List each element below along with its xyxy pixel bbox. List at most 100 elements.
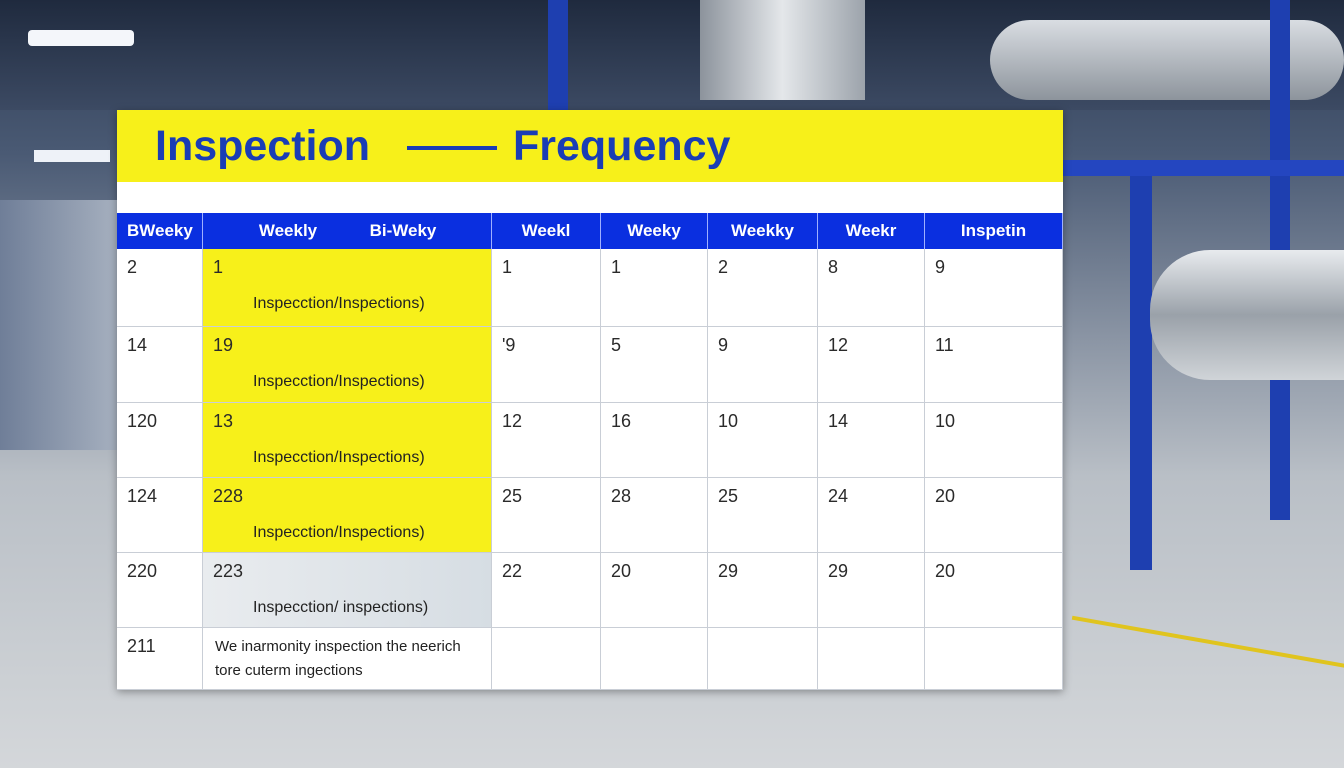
- value-cell: 11: [925, 327, 1063, 403]
- cell-value: 5: [611, 335, 622, 355]
- column-header: Weekl: [492, 213, 601, 249]
- cell-value: 25: [502, 486, 523, 506]
- value-cell: 9: [708, 327, 818, 403]
- cell-value: 11: [935, 335, 954, 355]
- value-cell: [925, 628, 1063, 690]
- value-cell: 20: [925, 553, 1063, 628]
- value-cell: 12: [492, 403, 601, 478]
- row-label: 2: [127, 257, 138, 277]
- row-cell: 14: [117, 327, 203, 403]
- value-cell: 1: [492, 249, 601, 327]
- row-cell: 220: [117, 553, 203, 628]
- main-cell: We inarmonity inspection the neerich tore…: [203, 628, 492, 690]
- column-header-group: Weekly Bi-Weky: [203, 213, 492, 249]
- cell-note: We inarmonity inspection the neerich: [215, 638, 461, 655]
- value-cell: 22: [492, 553, 601, 628]
- value-cell: [601, 628, 708, 690]
- cell-value: 20: [935, 486, 956, 506]
- row-cell: 120: [117, 403, 203, 478]
- beam: [548, 0, 568, 110]
- column-header: Bi-Weky: [369, 221, 437, 240]
- main-cell: 13 Inspecction/Inspections): [203, 403, 492, 478]
- main-count: 19: [213, 335, 234, 355]
- main-cell: 228 Inspecction/Inspections): [203, 478, 492, 553]
- cell-value: 10: [935, 411, 956, 431]
- cell-value: 12: [502, 411, 523, 431]
- pipe: [990, 20, 1344, 100]
- column-header: BWeeky: [117, 213, 203, 249]
- cell-value: '9: [502, 335, 516, 355]
- value-cell: 2: [708, 249, 818, 327]
- column-header: Weekly: [258, 221, 318, 240]
- row-cell: 2: [117, 249, 203, 327]
- column-header: Weekky: [708, 213, 818, 249]
- value-cell: 10: [708, 403, 818, 478]
- row-label: 120: [127, 411, 158, 431]
- row-label: 220: [127, 561, 158, 581]
- value-cell: '9: [492, 327, 601, 403]
- value-cell: 5: [601, 327, 708, 403]
- value-cell: [708, 628, 818, 690]
- cell-value: 29: [828, 561, 849, 581]
- cell-value: 10: [718, 411, 739, 431]
- beam: [1130, 170, 1152, 570]
- value-cell: 12: [818, 327, 925, 403]
- schedule-panel: Inspection Frequency BWeeky Weekly Bi-Weky…: [117, 110, 1063, 690]
- row-label: 124: [127, 486, 158, 506]
- main-count: 228: [213, 486, 244, 506]
- title-bar: Inspection Frequency: [117, 110, 1063, 182]
- row-label: 211: [127, 636, 156, 656]
- row-label: 14: [127, 335, 148, 355]
- tank: [1150, 250, 1344, 380]
- cell-note: Inspecction/Inspections): [253, 524, 425, 541]
- value-cell: [818, 628, 925, 690]
- beam: [1063, 160, 1344, 176]
- row-cell: 211: [117, 628, 203, 690]
- cell-value: 2: [718, 257, 729, 277]
- cell-note: Inspecction/Inspections): [253, 449, 425, 466]
- cell-note: Inspecction/Inspections): [253, 295, 425, 312]
- value-cell: 29: [708, 553, 818, 628]
- pipe: [700, 0, 865, 100]
- column-header: Inspetin: [925, 213, 1063, 249]
- cell-value: 12: [828, 335, 849, 355]
- cell-note: tore cuterm ingections: [215, 662, 363, 679]
- floor-line: [1071, 615, 1344, 669]
- cell-value: 1: [502, 257, 513, 277]
- light: [28, 30, 134, 46]
- cell-value: 28: [611, 486, 632, 506]
- cell-value: 9: [935, 257, 946, 277]
- column-header: Weeky: [601, 213, 708, 249]
- title: Inspection: [155, 122, 371, 170]
- value-cell: 28: [601, 478, 708, 553]
- value-cell: 25: [492, 478, 601, 553]
- value-cell: 16: [601, 403, 708, 478]
- cell-value: 9: [718, 335, 729, 355]
- machinery: [0, 200, 117, 450]
- main-cell: 223 Inspecction/ inspections): [203, 553, 492, 628]
- cell-value: 14: [828, 411, 849, 431]
- cell-value: 24: [828, 486, 849, 506]
- main-count: 223: [213, 561, 244, 581]
- cell-value: 22: [502, 561, 523, 581]
- cell-note: Inspecction/ inspections): [253, 599, 429, 616]
- cell-value: 8: [828, 257, 839, 277]
- main-count: 1: [213, 257, 224, 277]
- value-cell: 20: [601, 553, 708, 628]
- main-count: 13: [213, 411, 234, 431]
- cell-value: 25: [718, 486, 739, 506]
- main-cell: 1 Inspecction/Inspections): [203, 249, 492, 327]
- main-cell: 19 Inspecction/Inspections): [203, 327, 492, 403]
- value-cell: [492, 628, 601, 690]
- title-dash: [407, 146, 497, 150]
- light: [34, 150, 110, 162]
- cell-value: 29: [718, 561, 739, 581]
- cell-value: 1: [611, 257, 622, 277]
- value-cell: 10: [925, 403, 1063, 478]
- cell-value: 20: [611, 561, 632, 581]
- value-cell: 9: [925, 249, 1063, 327]
- cell-value: 16: [611, 411, 632, 431]
- value-cell: 25: [708, 478, 818, 553]
- value-cell: 24: [818, 478, 925, 553]
